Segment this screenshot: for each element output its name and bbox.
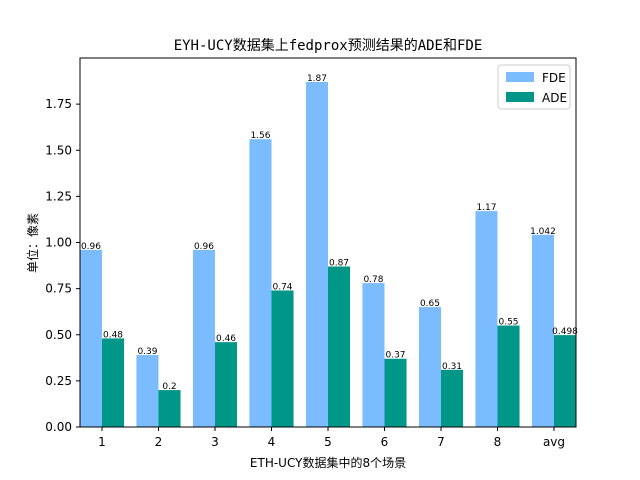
y-tick-label: 1.25 — [45, 189, 72, 203]
bar-value-label: 1.17 — [476, 203, 496, 213]
x-axis: 1 2 3 4 5 6 7 8 avg — [98, 427, 565, 449]
bar-ade-3 — [215, 342, 238, 427]
bar-fde-1 — [79, 249, 102, 427]
bar-value-label: 0.74 — [272, 282, 292, 292]
bar-fde-8 — [475, 211, 498, 427]
bar-value-label: 1.87 — [307, 74, 327, 84]
bar-fde-5 — [305, 81, 328, 428]
x-tick-label: 7 — [437, 435, 445, 449]
y-axis: 0.00 0.25 0.50 0.75 1.00 1.25 1.50 1.75 — [45, 97, 80, 434]
bar-value-label: 1.56 — [250, 131, 270, 141]
bar-value-label: 0.31 — [442, 362, 462, 372]
x-tick-label: 1 — [98, 435, 106, 449]
y-tick-label: 0.25 — [45, 374, 72, 388]
x-tick-label: 3 — [211, 435, 219, 449]
bar-value-label: 0.48 — [103, 330, 123, 340]
bar-value-label: 0.37 — [385, 351, 405, 361]
bar-value-label: 0.87 — [329, 258, 349, 268]
bar-value-label: 0.46 — [216, 334, 236, 344]
bar-ade-avg — [554, 335, 577, 427]
bar-fde-4 — [249, 139, 272, 427]
bar-fde-2 — [136, 355, 159, 427]
bar-ade-7 — [441, 369, 464, 427]
x-tick-label: 4 — [268, 435, 276, 449]
bars-group — [79, 81, 577, 428]
legend-swatch-fde — [506, 72, 534, 82]
bar-ade-6 — [384, 358, 407, 427]
y-tick-label: 0.50 — [45, 328, 72, 342]
bar-ade-4 — [271, 290, 294, 427]
y-tick-label: 0.00 — [45, 420, 72, 434]
bar-fde-avg — [531, 234, 554, 427]
bar-fde-6 — [362, 283, 385, 427]
y-tick-label: 1.00 — [45, 236, 72, 250]
y-tick-label: 1.75 — [45, 97, 72, 111]
legend: FDE ADE — [497, 64, 571, 110]
bar-value-label: 0.96 — [81, 242, 101, 252]
chart-title: EYH-UCY数据集上fedprox预测结果的ADE和FDE — [174, 37, 483, 54]
bar-value-label: 0.96 — [194, 242, 214, 252]
bar-value-label: 0.78 — [363, 275, 383, 285]
x-tick-label: avg — [543, 435, 565, 449]
plot-frame — [79, 57, 577, 428]
bar-value-label: 0.2 — [162, 382, 176, 392]
bar-value-label: 0.55 — [498, 318, 518, 328]
bar-value-label: 0.39 — [137, 347, 157, 357]
x-tick-label: 2 — [155, 435, 163, 449]
bar-value-label: 1.042 — [530, 227, 556, 237]
legend-label-ade: ADE — [542, 91, 567, 105]
x-axis-label: ETH-UCY数据集中的8个场景 — [250, 455, 406, 470]
bar-fde-7 — [418, 307, 441, 427]
bar-fde-3 — [192, 249, 215, 427]
x-tick-label: 5 — [324, 435, 332, 449]
y-tick-label: 1.50 — [45, 143, 72, 157]
bar-ade-1 — [102, 338, 125, 427]
bar-ade-5 — [328, 266, 351, 427]
x-tick-label: 6 — [381, 435, 389, 449]
x-tick-label: 8 — [494, 435, 502, 449]
legend-swatch-ade — [506, 92, 534, 102]
bar-value-label: 0.65 — [420, 299, 440, 309]
bar-value-label: 0.498 — [552, 327, 578, 337]
bar-labels-group: 0.96 0.48 0.39 0.2 0.96 0.46 1.56 0.74 1.87 0.87 0… — [81, 74, 578, 392]
bar-ade-8 — [497, 325, 520, 427]
y-axis-label: 单位：像素 — [25, 213, 40, 273]
legend-label-fde: FDE — [542, 71, 566, 85]
bar-ade-2 — [158, 390, 181, 427]
y-tick-label: 0.75 — [45, 282, 72, 296]
